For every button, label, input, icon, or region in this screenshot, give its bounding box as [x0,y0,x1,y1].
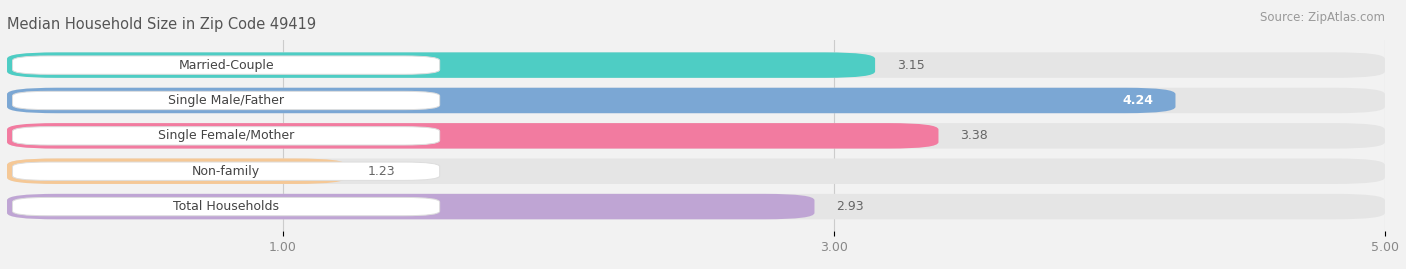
FancyBboxPatch shape [13,127,440,145]
Text: Married-Couple: Married-Couple [179,59,274,72]
Text: Median Household Size in Zip Code 49419: Median Household Size in Zip Code 49419 [7,17,316,32]
FancyBboxPatch shape [7,158,346,184]
FancyBboxPatch shape [13,56,440,74]
FancyBboxPatch shape [7,88,1175,113]
Text: Source: ZipAtlas.com: Source: ZipAtlas.com [1260,11,1385,24]
Text: 1.23: 1.23 [368,165,395,178]
FancyBboxPatch shape [7,88,1385,113]
Text: Non-family: Non-family [193,165,260,178]
Text: 2.93: 2.93 [837,200,865,213]
Text: 3.15: 3.15 [897,59,925,72]
Text: 4.24: 4.24 [1122,94,1153,107]
Text: Single Male/Father: Single Male/Father [169,94,284,107]
FancyBboxPatch shape [7,194,1385,219]
FancyBboxPatch shape [13,91,440,110]
Text: Single Female/Mother: Single Female/Mother [157,129,294,142]
FancyBboxPatch shape [7,123,938,148]
FancyBboxPatch shape [7,194,814,219]
FancyBboxPatch shape [7,123,1385,148]
FancyBboxPatch shape [7,52,1385,78]
FancyBboxPatch shape [7,158,1385,184]
FancyBboxPatch shape [7,52,875,78]
Text: 3.38: 3.38 [960,129,988,142]
FancyBboxPatch shape [13,162,440,180]
FancyBboxPatch shape [13,197,440,216]
Text: Total Households: Total Households [173,200,280,213]
